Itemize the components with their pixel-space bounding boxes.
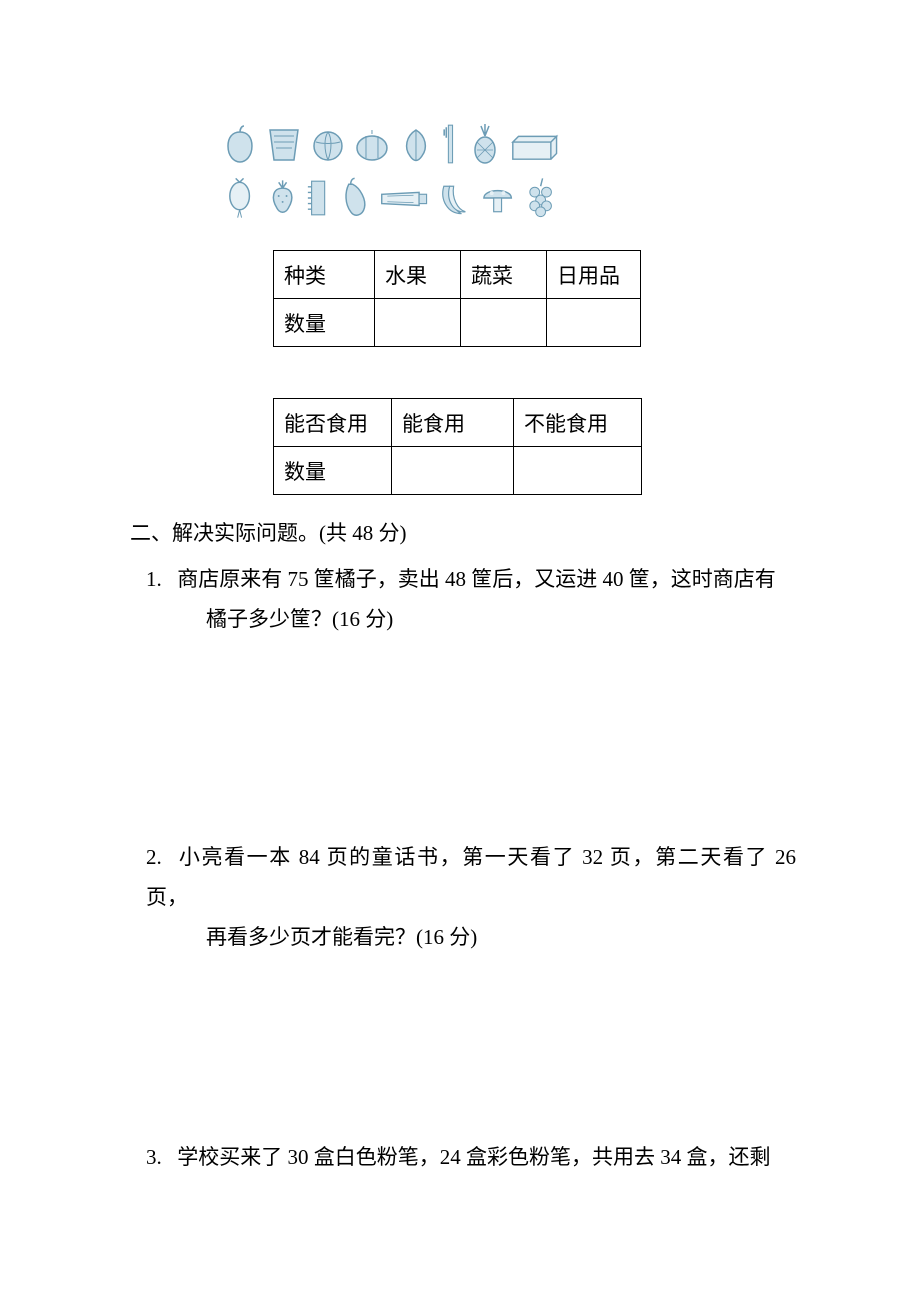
category-table: 种类 水果 蔬菜 日用品 数量	[273, 250, 641, 347]
toothbrush-icon	[440, 120, 461, 168]
table-header-cell: 能否食用	[274, 399, 392, 447]
illustration-row-1	[220, 120, 560, 168]
eggplant-icon	[335, 174, 374, 222]
apple-icon	[220, 120, 260, 168]
table-header-cell: 种类	[274, 251, 375, 299]
problem-number: 2.	[146, 838, 172, 878]
problem-text: 商店原来有 75 筐橘子，卖出 48 筐后，又运进 40 筐，这时商店有	[177, 567, 776, 591]
table-cell	[392, 447, 514, 495]
problem-2: 2. 小亮看一本 84 页的童话书，第一天看了 32 页，第二天看了 26 页，…	[146, 838, 796, 958]
table-header-cell: 不能食用	[514, 399, 642, 447]
comb-icon	[306, 174, 330, 222]
table-row-label: 数量	[274, 299, 375, 347]
radish-icon	[220, 174, 259, 222]
section-2-heading: 二、解决实际问题。(共 48 分)	[130, 518, 407, 550]
table-header-cell: 日用品	[547, 251, 641, 299]
problem-3: 3. 学校买来了 30 盒白色粉笔，24 盒彩色粉笔，共用去 34 盒，还剩	[146, 1138, 786, 1178]
table-cell	[461, 299, 547, 347]
items-illustration	[220, 120, 560, 240]
soap-box-icon	[509, 120, 560, 168]
table-header-cell: 蔬菜	[461, 251, 547, 299]
table-cell	[547, 299, 641, 347]
problem-text: 橘子多少筐？(16 分)	[206, 600, 786, 640]
grapes-icon	[521, 174, 560, 222]
table-cell	[375, 299, 461, 347]
pineapple-icon	[465, 120, 505, 168]
illustration-row-2	[220, 174, 560, 222]
problem-text: 再看多少页才能看完？(16 分)	[206, 918, 796, 958]
problem-1: 1. 商店原来有 75 筐橘子，卖出 48 筐后，又运进 40 筐，这时商店有 …	[146, 560, 786, 640]
mushroom-icon	[478, 174, 517, 222]
peach-icon	[396, 120, 436, 168]
table-row-label: 数量	[274, 447, 392, 495]
pumpkin-icon	[352, 120, 392, 168]
table-header-cell: 水果	[375, 251, 461, 299]
table-row: 数量	[274, 447, 642, 495]
problem-text: 学校买来了 30 盒白色粉笔，24 盒彩色粉笔，共用去 34 盒，还剩	[177, 1145, 770, 1169]
problem-number: 3.	[146, 1138, 172, 1178]
cabbage-icon	[308, 120, 348, 168]
edible-table: 能否食用 能食用 不能食用 数量	[273, 398, 642, 495]
problem-text: 小亮看一本 84 页的童话书，第一天看了 32 页，第二天看了 26 页，	[146, 845, 796, 909]
problem-number: 1.	[146, 560, 172, 600]
table-cell	[514, 447, 642, 495]
toothpaste-icon	[378, 174, 430, 222]
table-row: 种类 水果 蔬菜 日用品	[274, 251, 641, 299]
table-row: 能否食用 能食用 不能食用	[274, 399, 642, 447]
table-row: 数量	[274, 299, 641, 347]
strawberry-icon	[263, 174, 302, 222]
banana-icon	[434, 174, 473, 222]
table-header-cell: 能食用	[392, 399, 514, 447]
towel-icon	[264, 120, 304, 168]
